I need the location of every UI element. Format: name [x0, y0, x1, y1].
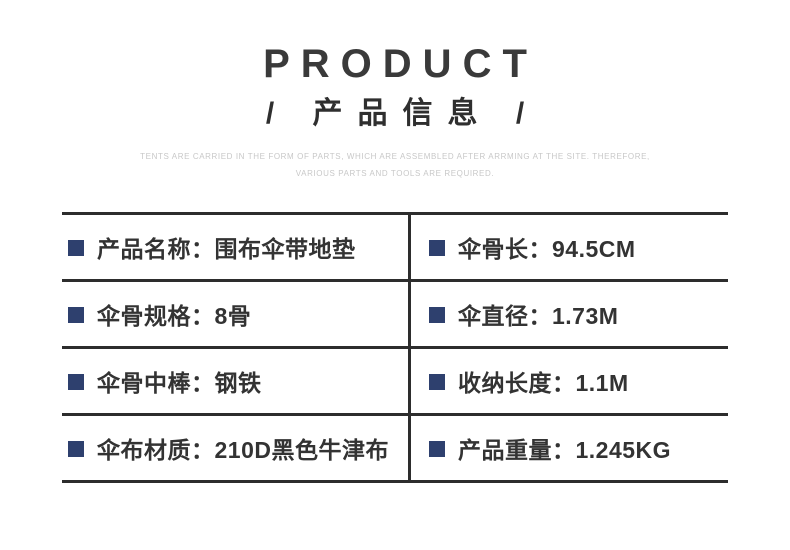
spec-table: 产品名称：围布伞带地垫 伞骨长：94.5CM 伞骨规格：8骨 伞直径：1.73M…: [62, 212, 728, 483]
spec-cell-left: 伞布材质：210D黑色牛津布: [62, 416, 411, 480]
square-bullet-icon: [429, 240, 445, 256]
square-bullet-icon: [429, 307, 445, 323]
square-bullet-icon: [68, 240, 84, 256]
square-bullet-icon: [68, 441, 84, 457]
spec-cell-right: 产品重量：1.245KG: [411, 416, 728, 480]
description-text: TENTS ARE CARRIED IN THE FORM OF PARTS, …: [0, 149, 790, 183]
description-line-1: TENTS ARE CARRIED IN THE FORM OF PARTS, …: [140, 152, 650, 161]
square-bullet-icon: [68, 307, 84, 323]
table-row: 伞骨规格：8骨 伞直径：1.73M: [62, 282, 728, 349]
square-bullet-icon: [429, 374, 445, 390]
spec-cell-right: 伞骨长：94.5CM: [411, 215, 728, 279]
description-line-2: VARIOUS PARTS AND TOOLS ARE REQUIRED.: [295, 168, 495, 178]
spec-text: 伞骨长：94.5CM: [458, 236, 636, 262]
table-row: 伞骨中棒：钢铁 收纳长度：1.1M: [62, 349, 728, 416]
page-title: PRODUCT: [263, 42, 538, 86]
spec-text: 伞骨规格：8骨: [97, 303, 252, 329]
spec-cell-left: 伞骨中棒：钢铁: [62, 349, 411, 413]
page-subtitle: / 产品信息 /: [265, 97, 540, 130]
page-header: PRODUCT / 产品信息 / TENTS ARE CARRIED IN TH…: [0, 0, 790, 183]
spec-cell-right: 伞直径：1.73M: [411, 282, 728, 346]
spec-text: 伞布材质：210D黑色牛津布: [97, 437, 389, 463]
spec-cell-left: 伞骨规格：8骨: [62, 282, 411, 346]
square-bullet-icon: [68, 374, 84, 390]
spec-text: 收纳长度：1.1M: [458, 370, 629, 396]
spec-cell-left: 产品名称：围布伞带地垫: [62, 215, 411, 279]
spec-text: 产品名称：围布伞带地垫: [97, 236, 356, 262]
table-row: 伞布材质：210D黑色牛津布 产品重量：1.245KG: [62, 416, 728, 483]
spec-text: 伞骨中棒：钢铁: [97, 370, 262, 396]
spec-text: 产品重量：1.245KG: [458, 437, 672, 463]
square-bullet-icon: [429, 441, 445, 457]
spec-text: 伞直径：1.73M: [458, 303, 619, 329]
spec-cell-right: 收纳长度：1.1M: [411, 349, 728, 413]
table-row: 产品名称：围布伞带地垫 伞骨长：94.5CM: [62, 215, 728, 282]
